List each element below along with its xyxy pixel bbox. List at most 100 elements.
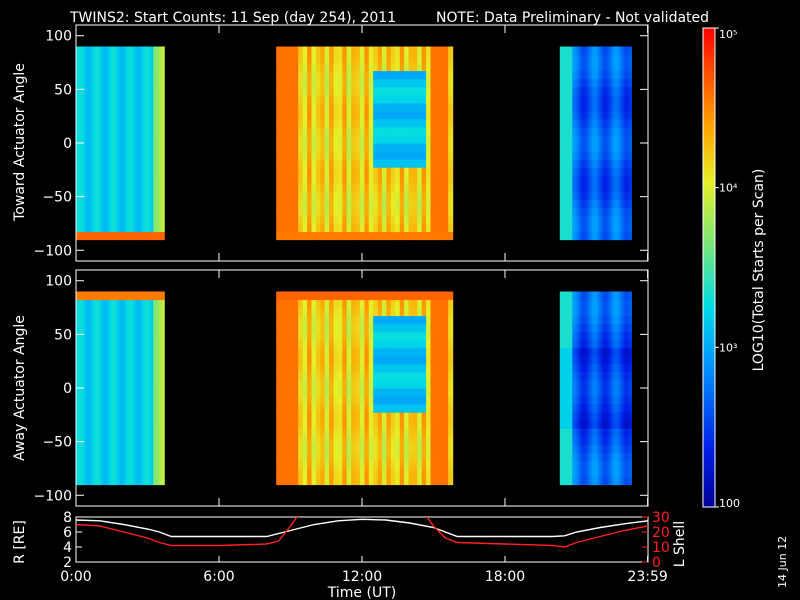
heatmap-cell [421,291,427,301]
heatmap-cell [280,404,286,413]
heatmap-cell [104,291,108,301]
heatmap-cell [377,436,383,445]
heatmap-cell [315,54,321,64]
heatmap-cell [276,167,282,176]
heatmap-cell [153,86,156,96]
heatmap-cell [611,215,615,224]
heatmap-cell [100,126,104,136]
heatmap-cell [80,452,84,461]
heatmap-cell [561,110,564,120]
heatmap-cell [315,452,321,461]
heatmap-cell [351,323,357,333]
heatmap-cell [342,70,348,80]
heatmap-cell [368,143,374,152]
heatmap-cell [559,46,563,56]
heatmap-cell [148,404,152,413]
heatmap-cell [600,215,604,224]
heatmap-cell [146,355,150,365]
heatmap-cell [155,223,159,233]
heatmap-cell [559,102,563,112]
heatmap-cell [565,396,568,405]
heatmap-cell [417,396,423,405]
heatmap-cell [285,126,290,136]
heatmap-cell [351,78,357,88]
heatmap-cell [624,199,627,208]
heatmap-cell [91,460,95,469]
heatmap-cell [430,167,436,176]
heatmap-cell [565,347,568,357]
heatmap-cell [597,175,600,184]
heatmap-cell [104,355,108,365]
heatmap-cell [602,86,606,96]
heatmap-cell [122,452,126,461]
heatmap-cell [126,331,130,341]
heatmap-cell [106,183,110,192]
heatmap-cell [293,215,299,224]
heatmap-cell [324,191,330,200]
heatmap-cell [298,339,304,349]
heatmap-cell [137,78,141,88]
heatmap-cell [133,468,137,478]
heatmap-cell [617,54,620,64]
heatmap-cell [627,159,631,168]
heatmap-cell [122,151,126,160]
heatmap-cell [342,54,348,64]
heatmap-cell [98,54,101,64]
heatmap-cell [368,191,374,200]
heatmap-cell [111,355,115,365]
heatmap-cell [395,307,401,317]
heatmap-cell [606,126,609,136]
heatmap-cell [153,347,156,357]
heatmap-cell [430,94,436,104]
heatmap-cell [289,476,295,486]
heatmap-cell [102,323,106,333]
heatmap-cell [421,46,427,56]
heatmap-cell [377,110,383,120]
heatmap-cell [102,118,106,128]
heatmap-cell [91,78,95,88]
heatmap-cell [373,223,379,233]
heatmap-cell [421,159,427,168]
y-tick-label: −50 [42,190,72,206]
heatmap-cell [570,231,573,241]
heatmap-cell [430,291,436,301]
heatmap-cell [599,215,602,224]
heatmap-cell [600,86,604,96]
heatmap-cell [575,62,579,72]
heatmap-cell [91,444,95,453]
heatmap-cell [120,207,123,216]
heatmap-cell [280,94,286,104]
heatmap-cell [583,143,586,152]
heatmap-cell [157,460,161,469]
heatmap-cell [133,388,137,397]
heatmap-cell [408,291,414,301]
heatmap-cell [151,102,154,112]
heatmap-cell [329,307,335,317]
heatmap-cell [620,126,623,136]
heatmap-cell [289,460,295,469]
heatmap-cell [109,215,112,224]
heatmap-cell [126,191,130,200]
heatmap-cell [151,371,154,381]
heatmap-cell [584,183,588,192]
heatmap-cell [395,299,401,309]
heatmap-cell [586,110,589,120]
heatmap-cell [320,363,326,373]
heatmap-cell [382,78,387,88]
heatmap-cell [368,86,374,96]
heatmap-cell [567,347,570,357]
heatmap-cell [153,420,156,429]
heatmap-cell [148,54,152,64]
heatmap-cell [567,291,570,301]
heatmap-cell [577,175,581,184]
heatmap-cell [395,151,401,160]
heatmap-cell [320,207,326,216]
heatmap-cell [563,118,566,128]
heatmap-cell [95,355,99,365]
heatmap-cell [100,315,104,325]
heatmap-cell [421,452,427,461]
heatmap-cell [91,118,95,128]
heatmap-cell [572,70,575,80]
heatmap-cell [106,78,110,88]
heatmap-cell [93,143,97,152]
